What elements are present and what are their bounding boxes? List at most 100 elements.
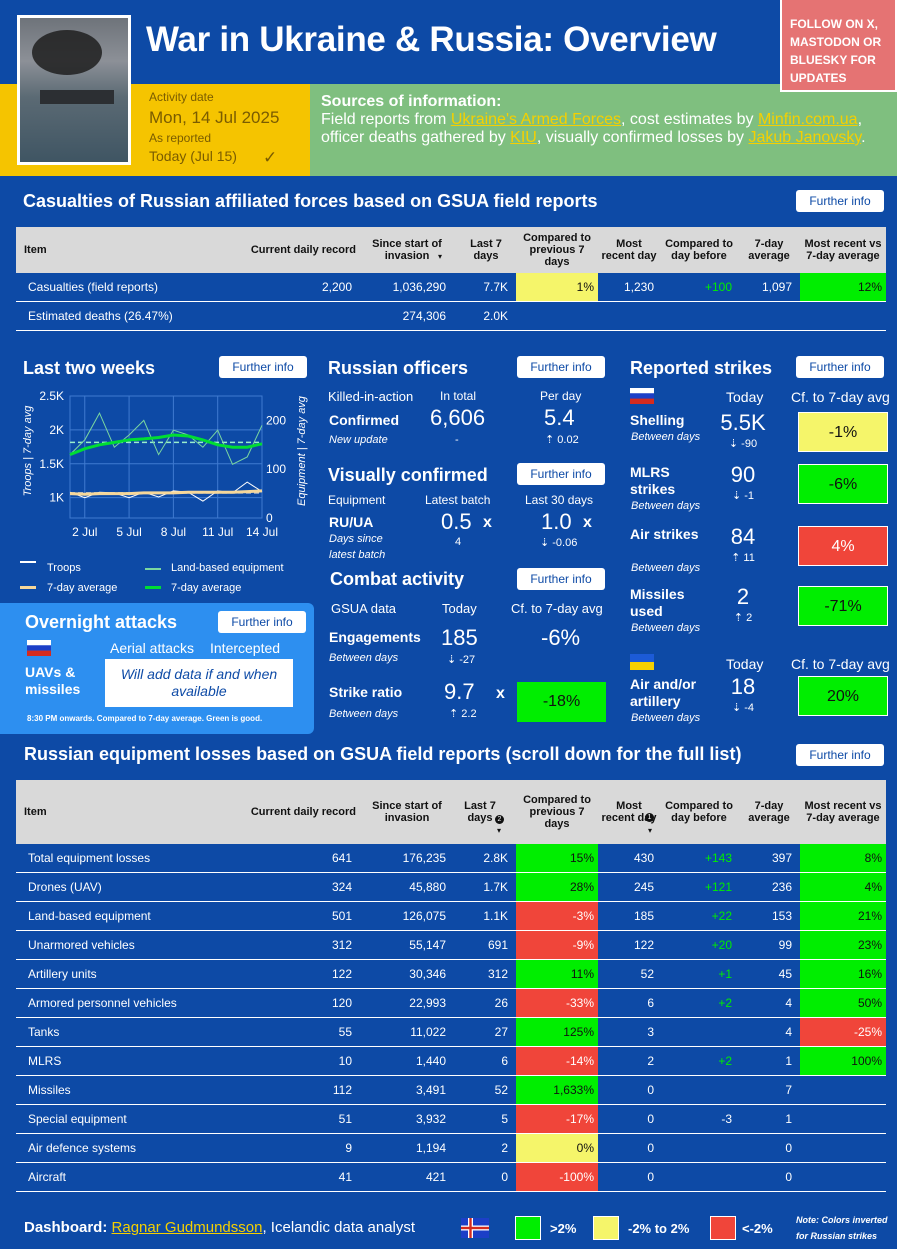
link-minfin[interactable]: Minfin.com.ua xyxy=(757,111,858,128)
cell-last7: 2.0K xyxy=(483,309,508,323)
legend-land: Land-based equipment xyxy=(171,562,284,574)
equipment-header-since: Since start of invasion xyxy=(372,800,442,824)
y-right-tick: 0 xyxy=(266,511,273,525)
cell-since: 126,075 xyxy=(402,909,446,923)
cell-avg: 397 xyxy=(771,851,792,865)
two-weeks-title: Last two weeks xyxy=(23,358,156,378)
cell-vsavg: 23% xyxy=(800,931,886,959)
cell-item: Unarmored vehicles xyxy=(28,938,135,952)
link-janovsky[interactable]: Jakub Janovsky xyxy=(748,129,862,146)
intercepted-label: Intercepted xyxy=(210,640,281,656)
casualties-header-cmp7: Compared to previous 7 days xyxy=(523,232,591,268)
link-armed-forces[interactable]: Ukraine's Armed Forces xyxy=(450,111,622,128)
as-reported-label: As reported xyxy=(149,131,212,145)
two-weeks-info-button[interactable]: Further info xyxy=(219,356,307,378)
cell-item: Casualties (field reports) xyxy=(28,280,159,294)
cell-item: Missiles xyxy=(28,1083,71,1097)
last30-x: x xyxy=(583,514,592,531)
cell-recent: 0 xyxy=(647,1170,654,1184)
link-kiu[interactable]: KIU xyxy=(510,129,537,146)
cell-recent: 3 xyxy=(647,1025,654,1039)
cell-record: 41 xyxy=(338,1170,352,1184)
table-row xyxy=(16,1105,886,1134)
page-title: War in Ukraine & Russia: Overview xyxy=(146,20,717,59)
casualties-header-recent: Most recent day xyxy=(601,238,657,262)
visual-info-button[interactable]: Further info xyxy=(517,463,605,485)
uav-label: UAVs & missiles xyxy=(25,664,81,697)
cell-cmpday xyxy=(662,1163,736,1191)
cell-recent: 6 xyxy=(647,996,654,1010)
cell-item: Total equipment losses xyxy=(28,851,151,865)
cell-avg: 0 xyxy=(785,1141,792,1155)
sort-arrow-icon[interactable]: ▾ xyxy=(648,826,653,835)
casualties-header-cmpday: Compared to day before xyxy=(665,238,733,262)
cell-since: 176,235 xyxy=(402,851,446,865)
visual-title: Visually confirmed xyxy=(328,465,488,485)
x-tick: 11 Jul xyxy=(202,525,233,538)
cell-record: 2,200 xyxy=(321,280,352,294)
cell-record: 51 xyxy=(338,1112,352,1126)
strikes-title: Reported strikes xyxy=(630,358,773,378)
strike-cf: -71% xyxy=(798,586,888,626)
engagements-label: Engagements xyxy=(329,629,421,645)
cell-avg: 4 xyxy=(785,1025,792,1039)
author-link[interactable]: Ragnar Gudmundsson xyxy=(111,1219,263,1236)
cell-cmp7: 11% xyxy=(516,960,598,988)
strike-value: 18 xyxy=(730,674,756,699)
equipment-header-vsavg: Most recent vs 7-day average xyxy=(804,800,882,824)
x-tick: 14 Jul xyxy=(246,525,278,538)
legend-green-swatch xyxy=(515,1216,541,1240)
strikes-info-button[interactable]: Further info xyxy=(796,356,884,378)
equipment-header-item: Item xyxy=(24,806,47,818)
aerial-attacks-label: Aerial attacks xyxy=(110,640,195,656)
cell-cmp7: 1,633% xyxy=(516,1076,598,1104)
cell-cmp7: -17% xyxy=(516,1105,598,1133)
cell-last7: 2 xyxy=(501,1141,508,1155)
casualties-header-avg: 7-day average xyxy=(748,238,790,262)
cell-recent: 185 xyxy=(633,909,654,923)
strike-ratio-delta: ⇡ 2.2 xyxy=(449,708,477,720)
casualties-info-button[interactable]: Further info xyxy=(796,190,884,212)
x-tick: 8 Jul xyxy=(161,525,186,538)
cell-vsavg: 8% xyxy=(800,844,886,872)
combat-info-button[interactable]: Further info xyxy=(517,568,605,590)
cell-item: MLRS xyxy=(28,1054,62,1068)
cell-item: Drones (UAV) xyxy=(28,880,102,894)
two-weeks-chart: 2.5K 2K 1.5K 1K 200 100 0 2 Jul 5 Jul 8 Jul 11 Jul… xyxy=(39,389,286,538)
legend-avg1: 7-day average xyxy=(47,582,118,594)
cell-item: Land-based equipment xyxy=(28,909,151,923)
follow-link[interactable]: FOLLOW ON X, MASTODON OR BLUESKY FOR UPD… xyxy=(780,0,897,92)
cell-cmpday: +2 xyxy=(718,1054,732,1068)
equipment-header-cmp7: Compared to previous 7 days xyxy=(523,794,591,830)
sources-text-2: , cost estimates by xyxy=(621,111,758,128)
sort-arrow-icon[interactable]: ▾ xyxy=(497,826,502,835)
engagements-cf: -6% xyxy=(541,625,581,650)
y-right-axis-label-wrap: Equipment | 7-day avg xyxy=(292,395,308,515)
cell-item: Armored personnel vehicles xyxy=(28,996,177,1010)
strikes-cf-label: Cf. to 7-day avg xyxy=(791,389,890,405)
cell-since: 55,147 xyxy=(409,938,446,952)
overnight-info-button[interactable]: Further info xyxy=(218,611,306,633)
strike-ratio-sub: Between days xyxy=(329,708,399,720)
cell-last7: 0 xyxy=(501,1170,508,1184)
sort-arrow-icon[interactable]: ▾ xyxy=(438,252,443,261)
cell-cmpday xyxy=(662,302,736,330)
equipment-info-button[interactable]: Further info xyxy=(796,744,884,766)
cell-record: 324 xyxy=(331,880,352,894)
last30-sub: ⇣ -0.06 xyxy=(540,537,578,549)
cell-cmp7: 0% xyxy=(516,1134,598,1162)
cell-cmpday: +143 xyxy=(704,851,732,865)
strikes-today-label-2: Today xyxy=(726,656,764,672)
cell-since: 1,194 xyxy=(415,1141,446,1155)
legend-troops: Troops xyxy=(47,562,81,574)
cell-avg: 1 xyxy=(785,1112,792,1126)
confirmed-label: Confirmed xyxy=(329,412,399,428)
cell-avg xyxy=(742,302,796,330)
cell-vsavg: 50% xyxy=(800,989,886,1017)
cell-avg: 45 xyxy=(778,967,792,981)
cell-cmp7: -33% xyxy=(516,989,598,1017)
officers-info-button[interactable]: Further info xyxy=(517,356,605,378)
gsua-label: GSUA data xyxy=(331,601,397,616)
cell-avg: 99 xyxy=(778,938,792,952)
sources-panel xyxy=(310,84,897,176)
